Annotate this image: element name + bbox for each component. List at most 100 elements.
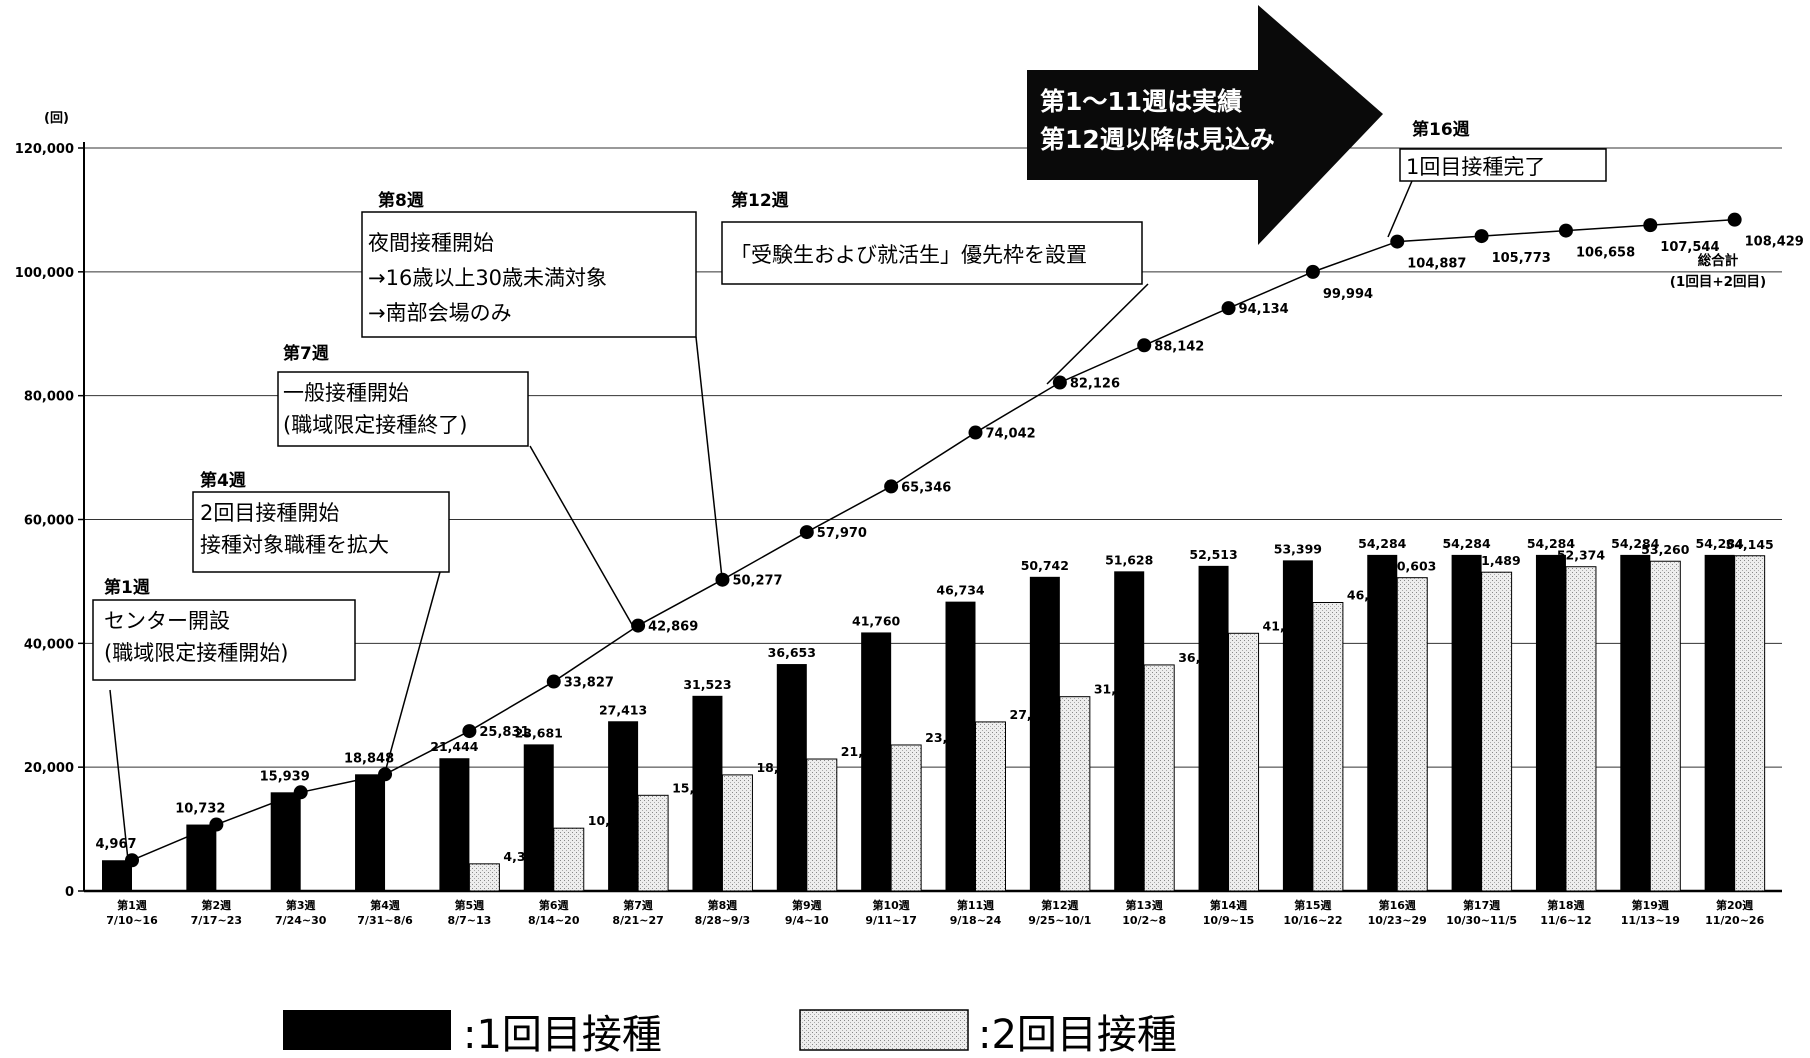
x-date-label: 8/7~13 [447, 914, 491, 927]
total-point-label: 99,994 [1323, 287, 1373, 302]
bar-first-dose-label: 53,399 [1274, 541, 1322, 556]
total-point-label: 104,887 [1407, 257, 1466, 272]
bar-first-dose-label: 54,284 [1442, 536, 1491, 551]
bar-second-dose-label: 4,387 [503, 849, 543, 864]
x-week-label: 第1週 [117, 898, 147, 912]
annotation-box [1399, 148, 1607, 182]
bar-first-dose-label: 52,513 [1189, 547, 1237, 562]
bar-second-dose-label: 51,489 [1472, 553, 1520, 568]
bar-first-dose [186, 824, 217, 891]
bar-second-dose [1059, 696, 1091, 892]
y-tick-label: 40,000 [24, 637, 74, 652]
annotation-leader [529, 445, 635, 629]
x-week-label: 第16週 [1379, 898, 1416, 912]
bar-first-dose [776, 664, 807, 891]
x-week-label: 第2週 [202, 898, 232, 912]
y-tick-label: 80,000 [24, 390, 74, 405]
annotation-box [277, 371, 529, 447]
total-point [1558, 223, 1573, 238]
bar-first-dose [861, 632, 892, 891]
annotation-title: 第1週 [104, 577, 150, 598]
bar-second-dose [1312, 601, 1344, 892]
x-date-label: 10/9~15 [1203, 914, 1255, 927]
total-point [125, 853, 139, 868]
bar-first-dose-label: 46,734 [936, 583, 985, 598]
annotation-text: センター開設 [104, 609, 230, 633]
bar-first-dose [1029, 576, 1060, 891]
x-date-label: 10/30~11/5 [1446, 914, 1517, 927]
bar-second-dose-label: 41,621 [1263, 618, 1311, 633]
x-week-label: 第10週 [872, 898, 909, 912]
bar-second-dose [1649, 560, 1681, 892]
annotation-box [192, 491, 450, 573]
total-point-label: 57,970 [817, 526, 867, 541]
y-tick-label: 0 [65, 885, 74, 900]
annotation-text: 2回目接種開始 [200, 501, 339, 525]
x-date-label: 7/31~8/6 [357, 914, 413, 927]
bar-second-dose [1396, 577, 1428, 892]
total-point [1390, 234, 1405, 249]
total-point-label: 33,827 [564, 676, 614, 691]
total-point [1305, 264, 1320, 279]
annotation-text: 「受験生および就活生」優先枠を設置 [730, 243, 1087, 267]
arrow-text-line1: 第1～11週は実績 [1040, 87, 1242, 116]
x-week-label: 第6週 [539, 898, 569, 912]
total-point-label: 108,429 [1745, 235, 1804, 250]
annotation-text: 1回目接種完了 [1406, 155, 1545, 179]
bar-first-dose-label: 36,653 [768, 645, 816, 660]
annotation-leader [1387, 180, 1413, 238]
x-week-label: 第19週 [1632, 898, 1669, 912]
total-point [968, 425, 983, 440]
x-week-label: 第14週 [1210, 898, 1247, 912]
total-line [131, 218, 1735, 861]
x-date-label: 9/11~17 [865, 914, 917, 927]
bar-second-dose-label: 54,145 [1726, 537, 1774, 552]
bar-second-dose-label: 18,754 [756, 760, 805, 775]
total-point [293, 785, 308, 800]
bar-second-dose [1481, 571, 1513, 892]
bar-first-dose-label: 54,284 [1696, 536, 1745, 551]
bar-second-dose-label: 23,586 [925, 730, 974, 745]
total-point [631, 618, 646, 633]
legend-swatch-second-dose [799, 1009, 969, 1051]
bar-second-dose [553, 827, 585, 892]
total-point-label: 4,967 [95, 837, 136, 852]
x-date-label: 8/28~9/3 [695, 914, 751, 927]
total-point-label: 18,848 [344, 751, 394, 766]
bar-first-dose [945, 601, 976, 891]
bar-first-dose-label: 50,742 [1021, 558, 1069, 573]
bar-first-dose [439, 758, 470, 891]
x-week-label: 第12週 [1041, 898, 1078, 912]
bar-second-dose-label: 53,260 [1641, 542, 1690, 557]
bar-first-dose [1535, 554, 1566, 891]
bar-second-dose [806, 758, 838, 892]
total-point-label: 105,773 [1492, 251, 1551, 266]
x-week-label: 第17週 [1463, 898, 1500, 912]
x-week-label: 第13週 [1126, 898, 1163, 912]
total-point-label: 106,658 [1576, 246, 1635, 261]
x-date-label: 9/4~10 [785, 914, 829, 927]
total-point [884, 479, 899, 494]
total-point [1474, 229, 1489, 244]
x-week-label: 第18週 [1547, 898, 1584, 912]
bar-second-dose [890, 744, 922, 892]
bar-first-dose-label: 54,284 [1527, 536, 1576, 551]
bar-second-dose [637, 794, 669, 892]
total-point-label: 50,277 [732, 574, 782, 589]
x-week-label: 第20週 [1716, 898, 1753, 912]
annotation-leader [1046, 283, 1149, 385]
forecast-arrow [1027, 5, 1383, 245]
total-point-label: 25,831 [479, 725, 529, 740]
bar-first-dose [1367, 554, 1398, 891]
total-point-label: 42,869 [648, 620, 698, 635]
annotation-box [92, 599, 356, 681]
bar-first-dose-label: 54,284 [1611, 536, 1660, 551]
legend-label-first-dose: :1回目接種 [463, 1012, 662, 1058]
annotation-text: →16歳以上30歳未満対象 [368, 266, 607, 290]
bar-first-dose [1282, 560, 1313, 891]
total-point [1643, 218, 1658, 233]
total-point-label: 10,732 [175, 802, 225, 817]
bar-first-dose [1114, 571, 1145, 891]
annotation-title: 第12週 [731, 190, 789, 211]
